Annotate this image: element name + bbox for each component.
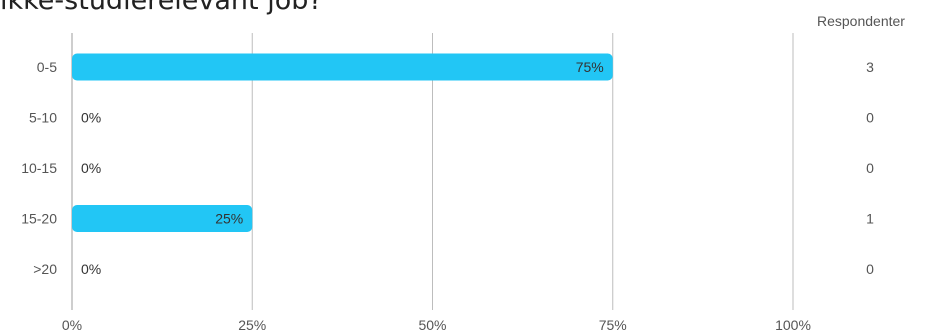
category-label: 0-5 (37, 59, 57, 75)
category-label: >20 (33, 261, 57, 277)
respondent-count: 3 (866, 59, 874, 75)
bar-value-label: 0% (81, 261, 101, 277)
category-label: 15-20 (21, 211, 57, 227)
x-tick-label: 0% (62, 317, 82, 332)
bar (72, 53, 613, 81)
x-tick-label: 50% (418, 317, 446, 332)
category-label: 5-10 (29, 110, 57, 126)
page-title: ikke-studierelevant job? (0, 0, 323, 16)
respondent-count: 0 (866, 110, 874, 126)
respondent-count: 0 (866, 160, 874, 176)
x-tick-label: 25% (238, 317, 266, 332)
bar (72, 205, 253, 232)
labels: 0% 25% 50% 75% 100%0-5 75% 35-10 0% 010-15 0% 015-… (21, 59, 874, 332)
respondents-column-header: Respondenter (817, 13, 905, 29)
respondent-count: 1 (866, 211, 874, 227)
bar-value-label: 0% (81, 110, 101, 126)
respondent-count: 0 (866, 261, 874, 277)
bars (72, 53, 613, 232)
x-tick-label: 75% (599, 317, 627, 332)
x-tick-label: 100% (775, 317, 811, 332)
bar-value-label: 0% (81, 160, 101, 176)
bar-value-label: 75% (576, 59, 604, 75)
category-label: 10-15 (21, 160, 57, 176)
bar-value-label: 25% (215, 211, 243, 227)
